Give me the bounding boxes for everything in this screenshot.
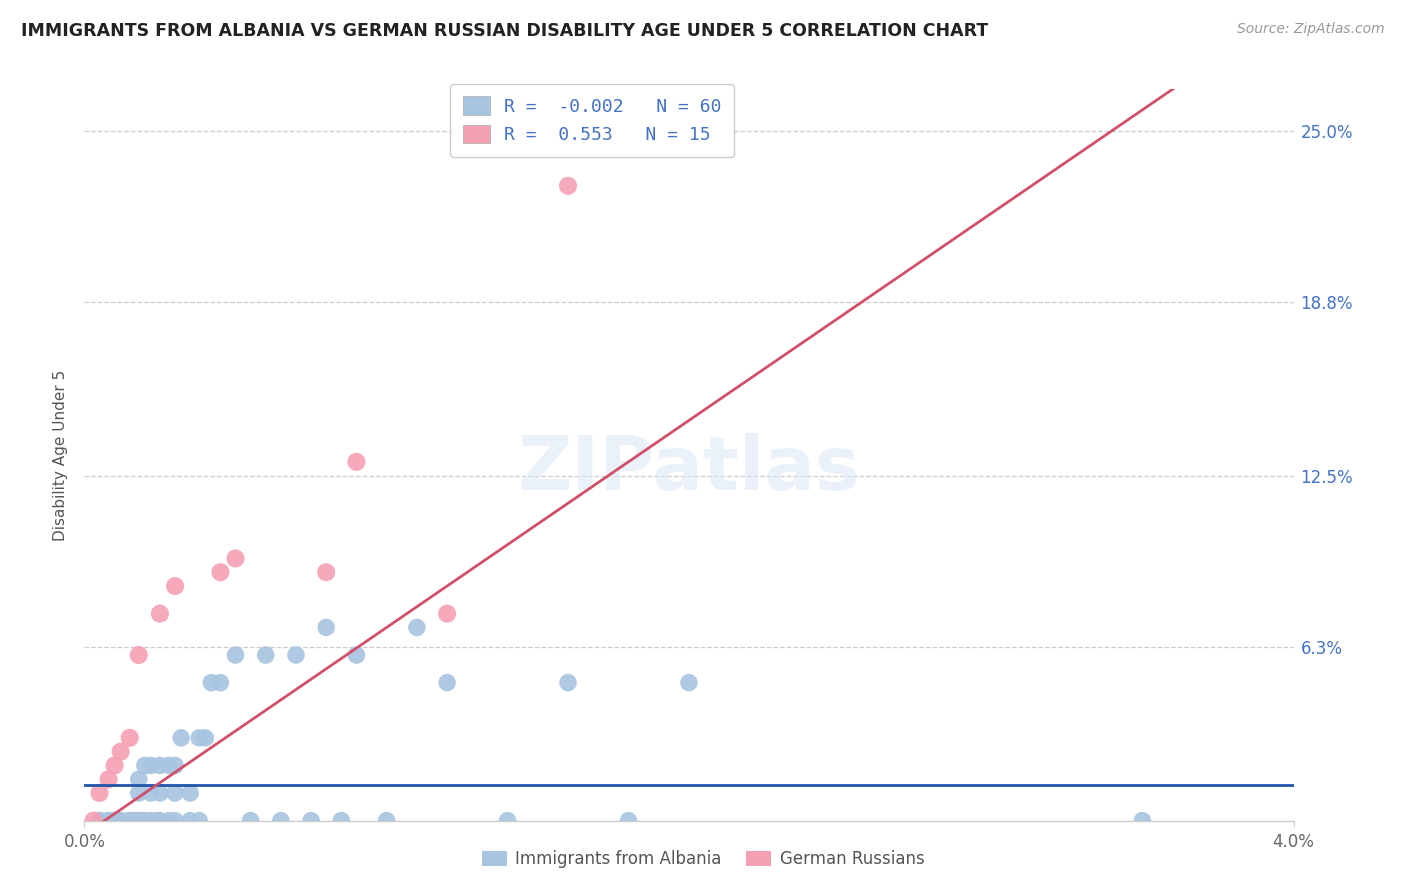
Point bbox=[128, 814, 150, 828]
Point bbox=[97, 814, 120, 828]
Point bbox=[110, 814, 132, 828]
Point bbox=[110, 814, 132, 828]
Point bbox=[436, 675, 458, 690]
Point bbox=[285, 648, 308, 662]
Point bbox=[557, 178, 579, 193]
Point bbox=[209, 566, 232, 580]
Point bbox=[104, 758, 127, 772]
Point bbox=[118, 814, 141, 828]
Point bbox=[128, 772, 150, 787]
Point bbox=[315, 566, 337, 580]
Point bbox=[128, 814, 150, 828]
Point bbox=[128, 786, 150, 800]
Legend: R =  -0.002   N = 60, R =  0.553   N = 15: R = -0.002 N = 60, R = 0.553 N = 15 bbox=[450, 84, 734, 157]
Point bbox=[157, 758, 180, 772]
Point bbox=[125, 814, 148, 828]
Point bbox=[225, 648, 247, 662]
Point bbox=[315, 620, 337, 634]
Point bbox=[89, 786, 111, 800]
Point bbox=[188, 814, 211, 828]
Point bbox=[89, 814, 111, 828]
Point bbox=[270, 814, 292, 828]
Point bbox=[254, 648, 277, 662]
Point bbox=[157, 814, 180, 828]
Point bbox=[346, 648, 368, 662]
Point bbox=[110, 814, 132, 828]
Point bbox=[1132, 814, 1154, 828]
Point bbox=[149, 758, 172, 772]
Point bbox=[375, 814, 398, 828]
Point bbox=[128, 648, 150, 662]
Point bbox=[139, 814, 162, 828]
Point bbox=[496, 814, 519, 828]
Point bbox=[188, 731, 211, 745]
Point bbox=[346, 455, 368, 469]
Point bbox=[118, 731, 141, 745]
Point bbox=[179, 786, 201, 800]
Point bbox=[104, 814, 127, 828]
Point bbox=[170, 731, 193, 745]
Point bbox=[149, 786, 172, 800]
Point bbox=[149, 814, 172, 828]
Point bbox=[330, 814, 353, 828]
Point bbox=[149, 607, 172, 621]
Point bbox=[299, 814, 322, 828]
Point bbox=[118, 814, 141, 828]
Point bbox=[557, 675, 579, 690]
Text: Source: ZipAtlas.com: Source: ZipAtlas.com bbox=[1237, 22, 1385, 37]
Text: IMMIGRANTS FROM ALBANIA VS GERMAN RUSSIAN DISABILITY AGE UNDER 5 CORRELATION CHA: IMMIGRANTS FROM ALBANIA VS GERMAN RUSSIA… bbox=[21, 22, 988, 40]
Point bbox=[134, 814, 156, 828]
Point bbox=[617, 814, 640, 828]
Point bbox=[165, 786, 187, 800]
Point bbox=[110, 745, 132, 759]
Point bbox=[139, 786, 162, 800]
Point bbox=[104, 814, 127, 828]
Point bbox=[146, 814, 169, 828]
Point bbox=[104, 814, 127, 828]
Point bbox=[118, 814, 141, 828]
Legend: Immigrants from Albania, German Russians: Immigrants from Albania, German Russians bbox=[475, 844, 931, 875]
Point bbox=[406, 620, 429, 634]
Point bbox=[89, 814, 111, 828]
Point bbox=[134, 758, 156, 772]
Point bbox=[436, 607, 458, 621]
Point bbox=[165, 814, 187, 828]
Point bbox=[125, 814, 148, 828]
Y-axis label: Disability Age Under 5: Disability Age Under 5 bbox=[52, 369, 67, 541]
Point bbox=[225, 551, 247, 566]
Point bbox=[134, 814, 156, 828]
Point bbox=[97, 772, 120, 787]
Point bbox=[89, 814, 111, 828]
Point bbox=[200, 675, 222, 690]
Point bbox=[97, 814, 120, 828]
Point bbox=[139, 758, 162, 772]
Point bbox=[239, 814, 262, 828]
Point bbox=[82, 814, 104, 828]
Point bbox=[179, 814, 201, 828]
Text: ZIPatlas: ZIPatlas bbox=[517, 433, 860, 506]
Point bbox=[678, 675, 700, 690]
Point bbox=[165, 579, 187, 593]
Point bbox=[165, 758, 187, 772]
Point bbox=[194, 731, 217, 745]
Point bbox=[209, 675, 232, 690]
